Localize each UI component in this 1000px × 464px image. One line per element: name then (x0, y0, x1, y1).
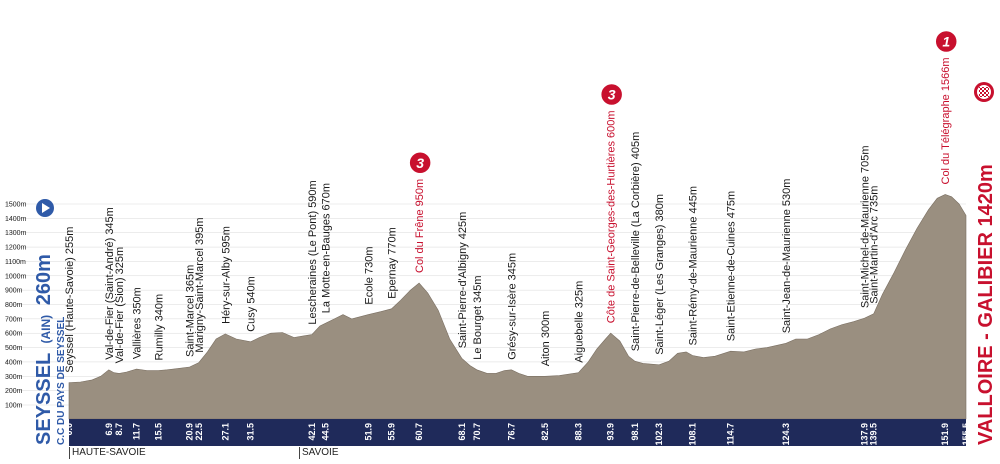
y-tick-label: 700m (5, 316, 23, 323)
x-tick-label: 68.1 (457, 423, 467, 441)
x-tick-label: 8.7 (114, 423, 124, 436)
x-tick-label: 20.9 (185, 423, 195, 441)
x-tick-label: 70.7 (472, 423, 482, 441)
finish-block: VALLOIRE - GALIBIER 1420m (975, 164, 997, 445)
region-haute-savoie: HAUTE-SAVOIE (69, 447, 146, 459)
grid-lines (5, 203, 966, 406)
finish-text: VALLOIRE - GALIBIER 1420m (975, 164, 997, 445)
x-tick-label: 15.5 (153, 423, 163, 441)
y-tick-label: 300m (5, 374, 23, 381)
place-label: Saint-Michel-de-Maurienne 705m (860, 145, 872, 308)
climb-category-badge: 1 (934, 29, 958, 54)
place-label: Seyssel (Haute-Savoie) 255m (64, 227, 76, 373)
start-block: SEYSSEL (AIN) 260m C.C DU PAYS DE SEYSSE… (33, 254, 67, 445)
place-label: Val-de-Fier (Sion) 325m (114, 247, 126, 364)
place-label: Aiguebelle 325m (573, 281, 585, 363)
climb-category-badge: 3 (599, 82, 624, 107)
place-label: La Motte-en-Bauges 670m (321, 183, 333, 313)
y-tick-label: 1400m (5, 216, 27, 223)
x-tick-label: 55.9 (387, 423, 397, 441)
y-tick-label: 1500m (5, 202, 27, 209)
climb-category-number: 1 (942, 34, 950, 50)
y-tick-label: 100m (5, 403, 23, 410)
start-sub: C.C DU PAYS DE SEYSSEL (56, 317, 67, 445)
place-label: Saint-Pierre-d'Albigny 425m (457, 212, 469, 349)
y-tick-label: 800m (5, 302, 23, 309)
x-tick-label: 124.3 (781, 423, 791, 446)
climb-markers: 3 3 1 (408, 29, 958, 175)
y-tick-label: 500m (5, 345, 23, 352)
place-label: Marigny-Saint-Marcel 395m (194, 217, 206, 352)
y-tick-label: 600m (5, 331, 23, 338)
profile-area (68, 194, 967, 420)
place-label: Lescheraines (Le Pont) 590m (307, 180, 319, 324)
place-label: Rumilly 340m (153, 294, 165, 361)
climb-label: Col du Télégraphe 1566m (940, 58, 952, 185)
x-tick-label: 98.1 (630, 423, 640, 441)
x-tick-label: 60.7 (414, 423, 424, 441)
y-tick-label: 200m (5, 388, 23, 395)
finish-flag-icon (974, 82, 994, 102)
y-tick-label: 1100m (5, 259, 26, 266)
x-tick-label: 44.5 (321, 423, 331, 441)
place-label: Saint-Etienne-de-Cuines 475m (726, 191, 738, 341)
x-tick-label: 93.9 (606, 423, 616, 441)
x-tick-label: 114.7 (726, 423, 736, 445)
climb-category-badge: 3 (408, 151, 432, 175)
x-tick-label: 51.9 (363, 423, 373, 441)
x-tick-label: 137.9 (860, 423, 870, 446)
place-label: Le Bourget 345m (472, 275, 484, 359)
x-tick-label: 88.3 (573, 423, 583, 441)
y-axis-ticks: 100m 200m 300m 400m 500m 600m 700m 800m 900m 1000… (5, 202, 27, 410)
place-label: Saint-Pierre-de-Belleville (La Corbière)… (630, 132, 642, 351)
distance-axis-band (69, 419, 966, 446)
place-label: Ecole 730m (363, 247, 375, 305)
x-tick-label: 27.1 (220, 423, 230, 441)
place-label: Aiton 300m (540, 311, 552, 367)
start-icon (36, 199, 54, 217)
x-tick-label: 22.5 (194, 423, 204, 441)
place-label: Saint-Rémy-de-Maurienne 445m (688, 186, 700, 346)
svg-text:SEYSSEL (AIN) 260m: SEYSSEL (AIN) 260m (33, 254, 55, 445)
climb-label: Col du Frêne 950m (414, 179, 426, 273)
place-label: Saint-Jean-de-Maurienne 530m (781, 179, 793, 334)
start-alt: 260m (33, 254, 55, 305)
x-tick-label: 42.1 (307, 423, 317, 441)
y-tick-label: 1200m (5, 245, 27, 252)
x-tick-label: 155.5 (961, 423, 971, 446)
x-tick-label: 76.7 (506, 423, 516, 441)
x-tick-label: 11.7 (132, 423, 142, 440)
climb-category-number: 3 (416, 155, 424, 171)
x-tick-label: 82.5 (540, 423, 550, 441)
x-tick-label: 139.5 (869, 423, 879, 446)
region-savoie: SAVOIE (299, 447, 339, 459)
place-label: Epernay 770m (387, 227, 399, 299)
start-dept: (AIN) (39, 315, 53, 344)
start-name: SEYSSEL (33, 353, 55, 445)
place-labels: Seyssel (Haute-Savoie) 255m Val-de-Fier (… (64, 58, 952, 373)
place-label: Grésy-sur-Isère 345m (506, 253, 518, 360)
x-tick-label: 0.0 (64, 423, 74, 436)
place-label: Saint-Léger (Les Granges) 380m (654, 194, 666, 355)
x-tick-label: 108.1 (688, 423, 698, 446)
y-tick-label: 1300m (5, 230, 27, 237)
x-tick-label: 31.5 (246, 423, 256, 441)
climb-label: Côte de Saint-Georges-des-Hurtières 600m (606, 110, 618, 323)
place-label: Saint-Martin-d'Arc 735m (869, 186, 881, 304)
x-tick-label: 102.3 (654, 423, 664, 446)
y-tick-label: 900m (5, 288, 23, 295)
x-tick-label: 6.9 (104, 423, 114, 436)
place-label: Cusy 540m (246, 276, 258, 332)
x-tick-label: 151.9 (940, 423, 950, 446)
y-tick-label: 1000m (5, 273, 27, 280)
climb-category-number: 3 (608, 86, 616, 102)
place-label: Saint-Marcel 365m (185, 265, 197, 357)
place-label: Val-de-Fier (Saint-André) 345m (104, 207, 116, 360)
place-label: Vallières 350m (132, 287, 144, 359)
x-axis-ticks: 0.0 6.9 8.7 11.7 15.5 20.9 22.5 27.1 31.5 42.1 44.… (64, 423, 971, 446)
place-label: Héry-sur-Alby 595m (220, 226, 232, 324)
y-tick-label: 400m (5, 359, 23, 366)
